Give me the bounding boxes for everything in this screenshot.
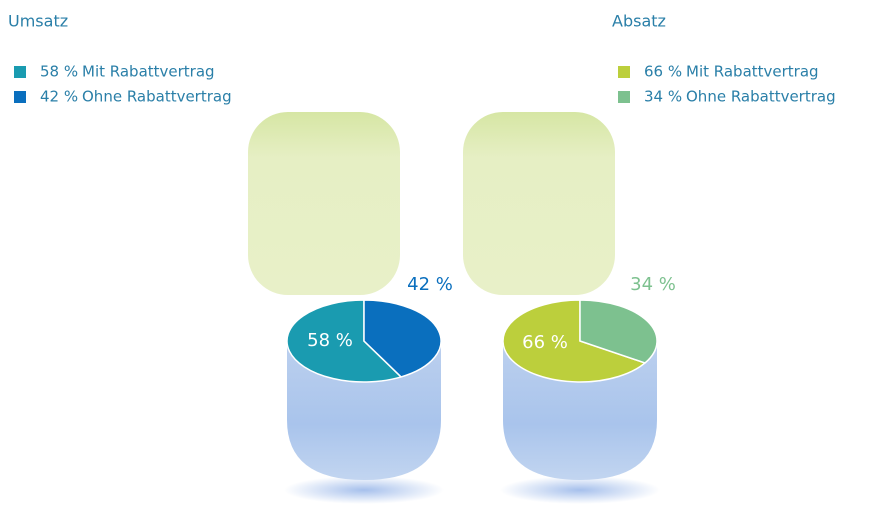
- legend-swatch: [618, 66, 630, 78]
- legend-swatch: [14, 66, 26, 78]
- chart-title: Umsatz: [8, 12, 68, 31]
- legend-value: 42 %: [40, 88, 78, 106]
- legend-label: Mit Rabattvertrag: [686, 63, 819, 81]
- pie-slice: [579, 299, 658, 364]
- pie-slice: [286, 299, 403, 383]
- pie-slice: [502, 299, 647, 383]
- legend-label: Ohne Rabattvertrag: [82, 88, 232, 106]
- slice-label: 58 %: [307, 330, 353, 351]
- legend-value: 58 %: [40, 63, 78, 81]
- slice-label: 34 %: [630, 274, 676, 295]
- slice-label: 66 %: [522, 332, 568, 353]
- legend-swatch: [618, 91, 630, 103]
- chart-title: Absatz: [612, 12, 666, 31]
- pie-slice: [363, 299, 442, 378]
- legend-value: 34 %: [644, 88, 682, 106]
- legend-label: Ohne Rabattvertrag: [686, 88, 836, 106]
- legend-swatch: [14, 91, 26, 103]
- slice-label: 42 %: [407, 274, 453, 295]
- legend-label: Mit Rabattvertrag: [82, 63, 215, 81]
- legend-value: 66 %: [644, 63, 682, 81]
